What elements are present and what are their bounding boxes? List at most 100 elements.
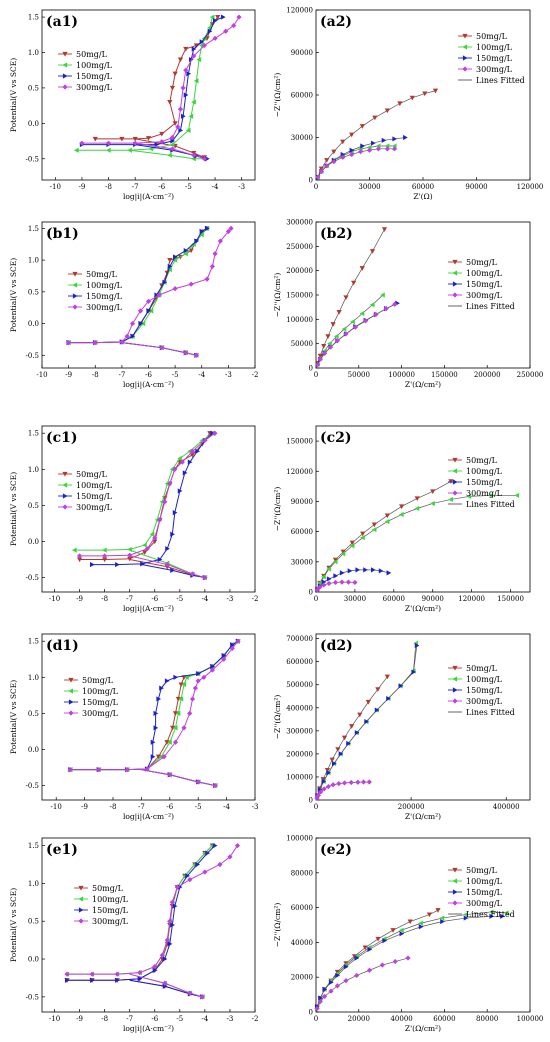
x-axis-label: log|i|(A·cm⁻²) xyxy=(123,604,174,613)
data-point xyxy=(405,955,411,961)
data-point xyxy=(138,320,144,327)
series-line-cathodic xyxy=(141,769,216,787)
data-point xyxy=(167,772,173,778)
y-tick-label: 60000 xyxy=(291,904,313,912)
data-point xyxy=(144,766,150,772)
legend-entry: 150mg/L xyxy=(466,280,503,289)
data-point xyxy=(185,873,190,879)
legend-marker xyxy=(452,457,458,463)
legend-marker xyxy=(62,62,68,68)
data-point xyxy=(204,225,210,231)
x-tick-label: 80000 xyxy=(476,1015,498,1023)
y-axis-label: Potential(V vs SCE) xyxy=(9,58,18,132)
chart-panel-d1: -10 -9 -8 -7 -6 -5 -4 -3 -0.5 0.0 0.5 1.0 1.5 log|i|(… xyxy=(9,633,258,821)
data-point xyxy=(230,642,235,648)
data-point xyxy=(383,306,389,312)
data-point xyxy=(153,710,159,716)
y-tick-label: 100000 xyxy=(286,316,313,324)
data-point xyxy=(152,535,158,541)
legend-marker xyxy=(452,687,458,693)
data-point xyxy=(145,136,152,141)
fit-line xyxy=(317,294,384,365)
legend-marker xyxy=(68,688,74,694)
y-tick-label: 0.5 xyxy=(28,502,39,510)
y-tick-label: -0.5 xyxy=(26,782,40,790)
data-point xyxy=(370,567,376,573)
x-tick-label: 250000 xyxy=(517,371,544,379)
chart-panel-c1: -10 -9 -8 -7 -6 -5 -4 -3 -2 -0.5 0.0 0.5 1.0 1.5 log|i… xyxy=(9,425,258,613)
data-point xyxy=(102,553,108,559)
y-tick-label: 1.0 xyxy=(28,880,39,888)
data-point xyxy=(199,39,205,45)
data-point xyxy=(154,517,160,523)
data-point xyxy=(183,67,189,73)
data-point xyxy=(339,579,345,585)
x-axis-label: log|i|(A·cm⁻²) xyxy=(123,380,174,389)
legend-entry: 150mg/L xyxy=(466,686,503,695)
data-point xyxy=(174,884,180,890)
x-tick-label: 0 xyxy=(314,183,318,191)
data-point xyxy=(363,567,368,573)
data-point xyxy=(369,249,376,254)
data-point xyxy=(418,924,424,930)
y-tick-label: 40000 xyxy=(291,939,313,947)
data-point xyxy=(314,587,320,593)
data-point xyxy=(328,979,334,986)
data-point xyxy=(124,333,130,339)
y-tick-label: 20000 xyxy=(291,974,313,982)
fit-line xyxy=(317,145,395,178)
data-point xyxy=(199,228,205,235)
legend-entry: 50mg/L xyxy=(76,470,108,479)
legend-entry: 150mg/L xyxy=(76,492,113,501)
data-point xyxy=(225,228,231,235)
data-point xyxy=(159,499,165,505)
series-line-cathodic xyxy=(121,342,197,356)
fit-line xyxy=(317,148,395,178)
legend: 50mg/L 100mg/L 150mg/L 300mg/L Lines Fitted xyxy=(448,664,515,717)
data-point xyxy=(317,584,323,590)
x-tick-label: 150000 xyxy=(431,371,458,379)
data-point xyxy=(178,127,184,134)
data-point xyxy=(326,566,332,572)
y-tick-label: 120000 xyxy=(286,7,313,15)
legend-entry: 50mg/L xyxy=(76,50,108,59)
data-point xyxy=(137,970,143,976)
data-point xyxy=(153,725,159,731)
data-point xyxy=(334,983,340,989)
y-axis-label: −Z''(Ω/cm²) xyxy=(273,487,282,532)
data-point xyxy=(90,561,95,568)
legend-entry: 300mg/L xyxy=(76,83,113,92)
data-point xyxy=(169,134,176,141)
data-point xyxy=(332,559,338,565)
data-point xyxy=(503,910,509,916)
y-tick-label: 0.0 xyxy=(28,320,39,328)
y-tick-label: 0.0 xyxy=(28,538,39,546)
data-point xyxy=(187,877,193,883)
x-tick-label: 60000 xyxy=(433,1015,455,1023)
y-tick-label: 250000 xyxy=(286,243,313,251)
legend-entry: 100mg/L xyxy=(466,877,503,886)
series-300mg-L xyxy=(67,638,241,789)
data-point xyxy=(341,326,347,332)
y-tick-label: 1.5 xyxy=(28,842,39,850)
data-point xyxy=(196,671,201,677)
y-tick-label: 0.0 xyxy=(28,956,39,964)
data-point xyxy=(212,251,218,257)
data-point xyxy=(333,333,339,339)
data-point xyxy=(463,911,468,918)
data-point xyxy=(360,143,365,149)
data-point xyxy=(384,513,390,519)
legend-entry: 300mg/L xyxy=(76,503,113,512)
series-line-cathodic xyxy=(129,973,203,998)
data-point xyxy=(202,869,208,875)
data-point xyxy=(390,928,396,933)
legend-marker xyxy=(62,493,68,499)
data-point xyxy=(205,850,210,856)
data-point xyxy=(382,938,388,944)
legend-entry: 50mg/L xyxy=(86,270,118,279)
data-point xyxy=(326,580,332,587)
chart-panel-e1: -10 -9 -8 -7 -6 -5 -4 -3 -2 -0.5 0.0 0.5 1.0 1.5 log|i… xyxy=(9,837,258,1033)
data-point xyxy=(165,546,170,552)
data-point xyxy=(332,557,339,563)
data-point xyxy=(321,778,327,785)
